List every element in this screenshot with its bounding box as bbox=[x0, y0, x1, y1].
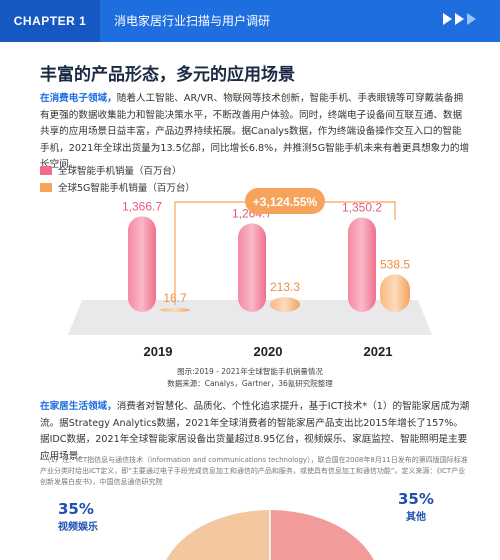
section-title: 丰富的产品形态，多元的应用场景 bbox=[40, 65, 295, 85]
bar-5g-2021 bbox=[380, 274, 410, 312]
paragraph-lead: 在消费电子领域， bbox=[40, 93, 117, 104]
x-tick-label: 2021 bbox=[364, 344, 393, 359]
growth-annotation: +3,124.55% bbox=[253, 195, 318, 209]
consumer-electronics-paragraph: 在消费电子领域，随着人工智能、AR/VR、物联网等技术创新，智能手机、手表眼镜等… bbox=[40, 91, 470, 174]
data-label: 213.3 bbox=[270, 280, 300, 294]
x-tick-label: 2020 bbox=[254, 344, 283, 359]
legend-item-smartphone: 全球智能手机销量（百万台） bbox=[40, 163, 182, 177]
pie-chart bbox=[166, 510, 374, 560]
legend-item-5g: 全球5G智能手机销量（百万台） bbox=[40, 180, 195, 194]
data-label: 538.5 bbox=[380, 257, 410, 271]
caption-title: 图示:2019 - 2021年全球智能手机销量情况 bbox=[177, 367, 323, 376]
data-label: 1,350.2 bbox=[342, 200, 382, 214]
pie-label-other: 35% 其他 bbox=[398, 490, 434, 523]
bar-smartphone-2021 bbox=[348, 217, 376, 312]
caption-source: 数据来源：Canalys，Gartner，36氪研究院整理 bbox=[167, 379, 333, 388]
smart-home-paragraph: 在家居生活领域，消费者对智慧化、品质化、个性化追求提升，基于ICT技术*（1）的… bbox=[40, 399, 470, 465]
legend-swatch bbox=[40, 182, 52, 192]
growth-badge bbox=[245, 188, 325, 214]
legend-swatch bbox=[40, 165, 52, 175]
legend-label: 全球5G智能手机销量（百万台） bbox=[58, 183, 195, 194]
pie-label-video: 35% 视频娱乐 bbox=[58, 500, 98, 533]
arrow-icon bbox=[455, 13, 464, 25]
footnote: *（1）注：ICT指信息与通信技术（information and commun… bbox=[40, 456, 468, 486]
bar-5g-2019 bbox=[160, 308, 190, 312]
header-arrows bbox=[443, 13, 476, 25]
chart-floor bbox=[68, 300, 432, 335]
x-tick-label: 2019 bbox=[144, 344, 173, 359]
chart-caption: 图示:2019 - 2021年全球智能手机销量情况 数据来源：Canalys，G… bbox=[0, 366, 500, 390]
arrow-icon bbox=[467, 13, 476, 25]
chapter-label: CHAPTER 1 bbox=[0, 0, 100, 42]
pie-value: 35% bbox=[398, 490, 434, 508]
data-label: 1,366.7 bbox=[122, 199, 162, 213]
pie-name: 视频娱乐 bbox=[58, 522, 98, 533]
paragraph-lead: 在家居生活领域， bbox=[40, 401, 117, 412]
pie-name: 其他 bbox=[405, 512, 426, 523]
legend-label: 全球智能手机销量（百万台） bbox=[58, 166, 182, 177]
bar-smartphone-2019 bbox=[128, 216, 156, 312]
bar-chart: 1,366.716.720191,264.7213.320201,350.253… bbox=[68, 188, 432, 359]
pie-value: 35% bbox=[58, 500, 94, 518]
paragraph-text: 随着人工智能、AR/VR、物联网等技术创新，智能手机、手表眼镜等可穿戴装备拥有更… bbox=[40, 93, 470, 170]
bar-5g-2020 bbox=[270, 297, 300, 312]
page-header: CHAPTER 1 消电家居行业扫描与用户调研 bbox=[0, 0, 500, 42]
header-title: 消电家居行业扫描与用户调研 bbox=[114, 14, 271, 28]
pie-slice-other bbox=[270, 510, 374, 560]
arrow-icon bbox=[443, 13, 452, 25]
bar-smartphone-2020 bbox=[238, 223, 266, 312]
paragraph-text: 消费者对智慧化、品质化、个性化追求提升，基于ICT技术*（1）的智能家居成为潮流… bbox=[40, 401, 470, 462]
pie-slice-video bbox=[166, 510, 270, 560]
